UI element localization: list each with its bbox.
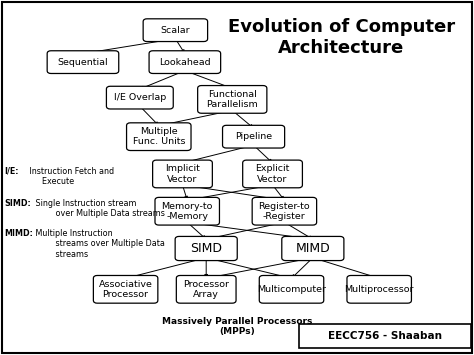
Text: Register-to
-Register: Register-to -Register xyxy=(259,202,310,221)
Text: I/E:: I/E: xyxy=(5,167,19,176)
Text: Functional
Parallelism: Functional Parallelism xyxy=(206,90,258,109)
FancyBboxPatch shape xyxy=(155,197,219,225)
Text: Processor
Array: Processor Array xyxy=(183,280,229,299)
FancyBboxPatch shape xyxy=(198,86,267,113)
Text: EECC756 - Shaaban: EECC756 - Shaaban xyxy=(328,331,442,341)
Text: Single Instruction stream
         over Multiple Data streams: Single Instruction stream over Multiple … xyxy=(33,199,165,218)
Text: Sequential: Sequential xyxy=(58,58,108,67)
FancyBboxPatch shape xyxy=(259,275,324,303)
Text: SIMD: SIMD xyxy=(190,242,222,255)
Text: MIMD: MIMD xyxy=(295,242,330,255)
FancyBboxPatch shape xyxy=(127,123,191,151)
Text: Multicomputer: Multicomputer xyxy=(257,285,326,294)
FancyBboxPatch shape xyxy=(347,275,411,303)
Text: Multiple
Func. Units: Multiple Func. Units xyxy=(133,127,185,146)
FancyBboxPatch shape xyxy=(223,125,284,148)
FancyBboxPatch shape xyxy=(106,86,173,109)
FancyBboxPatch shape xyxy=(175,236,237,261)
Text: SIMD:: SIMD: xyxy=(5,199,31,208)
Text: Massively Parallel Processors
(MPPs): Massively Parallel Processors (MPPs) xyxy=(162,317,312,336)
Text: Pipeline: Pipeline xyxy=(235,132,272,141)
Text: Multiprocessor: Multiprocessor xyxy=(345,285,414,294)
FancyBboxPatch shape xyxy=(282,236,344,261)
Text: Explicit
Vector: Explicit Vector xyxy=(255,164,290,184)
Text: Multiple Instruction
         streams over Multiple Data
         streams: Multiple Instruction streams over Multip… xyxy=(33,229,165,259)
FancyBboxPatch shape xyxy=(252,197,317,225)
Text: MIMD:: MIMD: xyxy=(5,229,34,238)
FancyBboxPatch shape xyxy=(93,275,158,303)
Text: I/E Overlap: I/E Overlap xyxy=(114,93,166,102)
FancyBboxPatch shape xyxy=(47,51,118,73)
FancyBboxPatch shape xyxy=(299,324,471,348)
FancyBboxPatch shape xyxy=(176,275,236,303)
FancyBboxPatch shape xyxy=(243,160,302,188)
Text: Memory-to
-Memory: Memory-to -Memory xyxy=(162,202,213,221)
Text: Instruction Fetch and
      Execute: Instruction Fetch and Execute xyxy=(27,167,115,186)
Text: Evolution of Computer
Architecture: Evolution of Computer Architecture xyxy=(228,18,455,56)
Text: Implicit
Vector: Implicit Vector xyxy=(165,164,200,184)
FancyBboxPatch shape xyxy=(143,19,208,42)
Text: Associative
Processor: Associative Processor xyxy=(99,280,153,299)
FancyBboxPatch shape xyxy=(149,51,221,73)
Text: Scalar: Scalar xyxy=(161,26,190,35)
Text: Lookahead: Lookahead xyxy=(159,58,210,67)
FancyBboxPatch shape xyxy=(153,160,212,188)
